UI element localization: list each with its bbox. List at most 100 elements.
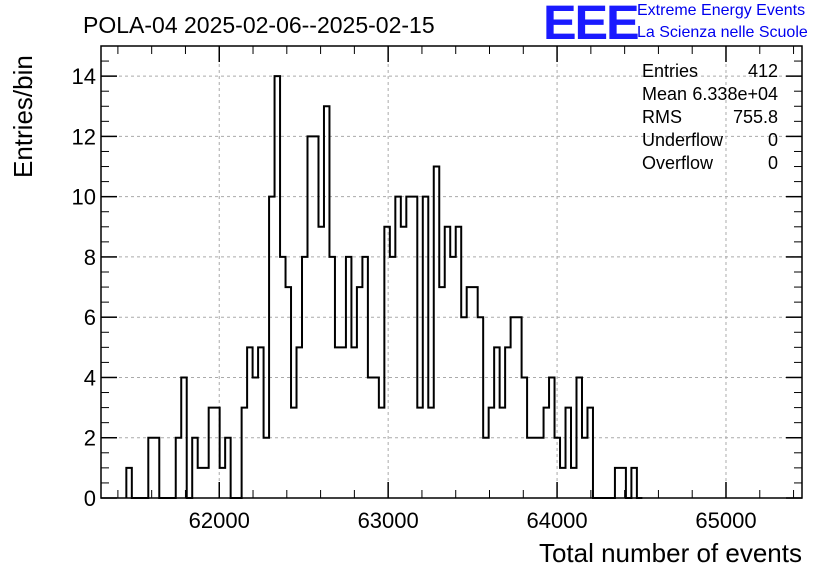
histogram-bin [335, 347, 340, 498]
histogram-outline [125, 75, 643, 499]
histogram-bin [555, 438, 560, 498]
histogram-bin [275, 76, 280, 498]
histogram-bin [148, 438, 153, 498]
histogram-bin [351, 347, 356, 498]
histogram-bin [192, 438, 197, 498]
histogram-bin [253, 377, 258, 498]
histogram-bin [214, 408, 219, 498]
histogram-bin [417, 408, 422, 498]
histogram-bin [439, 287, 444, 498]
histogram-bin [560, 468, 565, 498]
histogram-bin [362, 257, 367, 498]
histogram-bins [126, 76, 637, 498]
x-tick-label: 62000 [189, 508, 250, 533]
histogram-bin [587, 408, 592, 498]
histogram-bin [500, 408, 505, 498]
stats-box: Entries 412 Mean 6.338e+04 RMS 755.8 Underflow… [642, 61, 778, 173]
histogram-bin [423, 197, 428, 498]
histogram-bin [538, 438, 543, 498]
histogram-bin [176, 438, 181, 498]
histogram-bin [406, 197, 411, 498]
x-tick-label: 63000 [358, 508, 419, 533]
histogram-bin [318, 227, 323, 498]
histogram-bin [615, 468, 620, 498]
histogram-bin [286, 287, 291, 498]
histogram-bin [302, 257, 307, 498]
histogram-bin [511, 317, 516, 498]
histogram-bin [428, 408, 433, 498]
histogram-bin [412, 197, 417, 498]
histogram-bin [368, 377, 373, 498]
grid [101, 46, 802, 498]
tick-labels: 0 2 4 6 8 10 12 14 62000 63000 64000 65000 [72, 64, 757, 533]
histogram-bin [247, 347, 252, 498]
histogram-bin [203, 468, 208, 498]
histogram-bin [494, 347, 499, 498]
histogram-bin [527, 438, 532, 498]
histogram-bin [516, 317, 521, 498]
y-tick-label: 12 [72, 124, 96, 149]
stats-value: 0 [768, 153, 778, 173]
x-axis-label: Total number of events [539, 538, 802, 568]
histogram-bin [280, 257, 285, 498]
histogram-bin [324, 106, 329, 498]
histogram-bin [631, 468, 636, 498]
histogram-bin [357, 287, 362, 498]
y-tick-label: 14 [72, 64, 96, 89]
histogram-bin [549, 377, 554, 498]
y-tick-label: 4 [84, 365, 96, 390]
y-axis-label: Entries/bin [8, 55, 38, 178]
stats-label: Mean [642, 84, 687, 104]
histogram-bin [582, 438, 587, 498]
histogram-bin [209, 408, 214, 498]
histogram-bin [395, 197, 400, 498]
y-tick-label: 6 [84, 305, 96, 330]
histogram-bin [566, 408, 571, 498]
histogram-bin [297, 347, 302, 498]
histogram-bin [225, 438, 230, 498]
logo-line-1: Extreme Energy Events [637, 2, 806, 19]
histogram-bin [154, 438, 159, 498]
histogram-bin [373, 377, 378, 498]
stats-value: 755.8 [733, 107, 778, 127]
stats-label: Entries [642, 61, 698, 81]
histogram-bin [472, 287, 477, 498]
stats-label: RMS [642, 107, 682, 127]
histogram-bin [198, 468, 203, 498]
histogram-bin [533, 438, 538, 498]
histogram-bin [307, 136, 312, 498]
histogram-bin [390, 257, 395, 498]
chart-title: POLA-04 2025-02-06--2025-02-15 [83, 12, 435, 38]
stats-label: Overflow [642, 153, 714, 173]
stats-value: 412 [748, 61, 778, 81]
histogram-bin [258, 347, 263, 498]
histogram-bin [620, 468, 625, 498]
histogram-bin [242, 408, 247, 498]
histogram-bin [522, 377, 527, 498]
y-tick-label: 2 [84, 426, 96, 451]
histogram-bin [126, 468, 131, 498]
histogram-bin [483, 438, 488, 498]
histogram-bin [313, 136, 318, 498]
axis-ticks [101, 45, 802, 499]
eee-logo: EEE [543, 0, 640, 50]
histogram-bin [181, 377, 186, 498]
histogram-bin [401, 227, 406, 498]
histogram-bin [264, 438, 269, 498]
histogram-bin [467, 287, 472, 498]
stats-value: 6.338e+04 [692, 84, 778, 104]
histogram-bin [461, 317, 466, 498]
y-tick-label: 8 [84, 245, 96, 270]
histogram-bin [576, 377, 581, 498]
histogram-bin [571, 468, 576, 498]
histogram-bin [434, 167, 439, 498]
histogram-bin [445, 227, 450, 498]
histogram-bin [379, 408, 384, 498]
histogram-bin [291, 408, 296, 498]
histogram-bin [456, 227, 461, 498]
histogram-bin [220, 468, 225, 498]
histogram-bin [544, 408, 549, 498]
stats-value: 0 [768, 130, 778, 150]
stats-label: Underflow [642, 130, 724, 150]
